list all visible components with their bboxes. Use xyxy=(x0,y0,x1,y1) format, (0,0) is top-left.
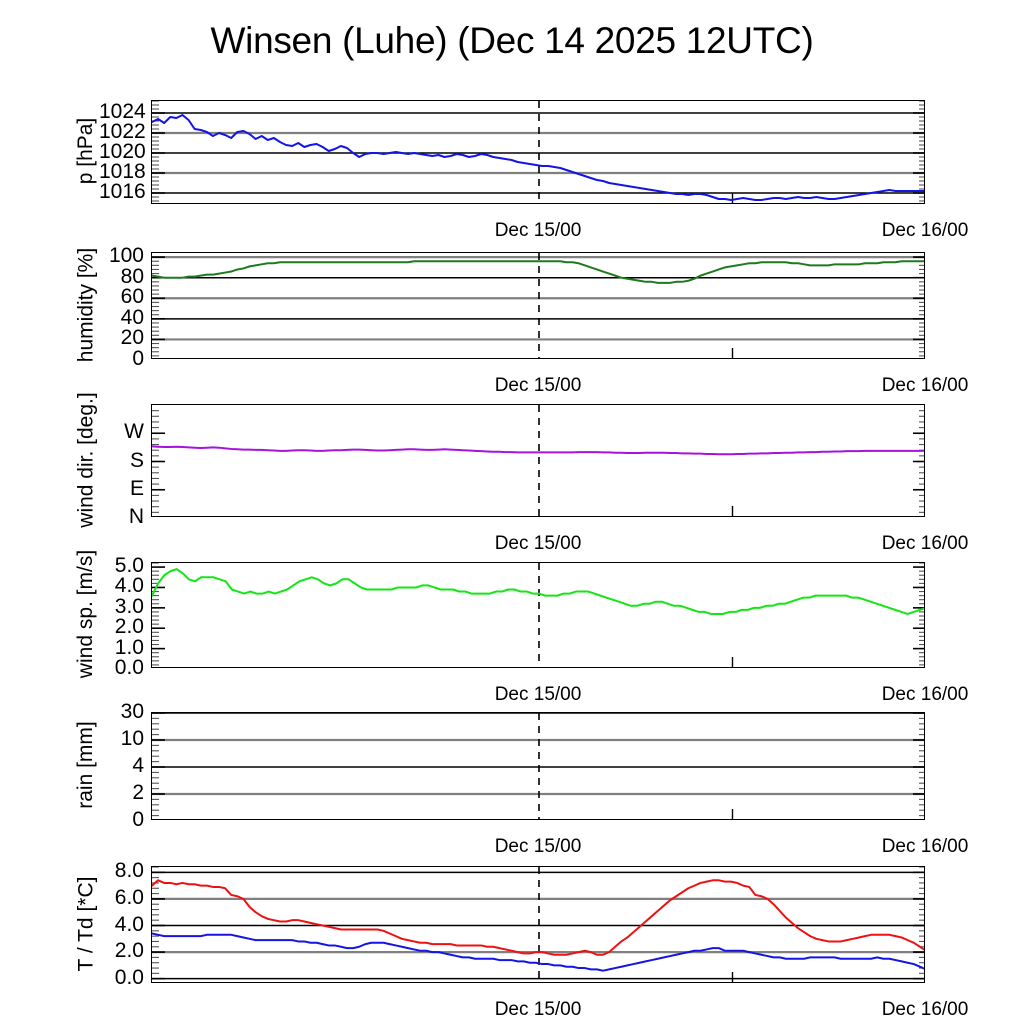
panel-rain: rain [mm] 0 2 4 10 30 Dec 15/00 Dec 16/00 xyxy=(0,0,1024,856)
y-tick-humidity-3: 60 xyxy=(120,285,144,309)
x-tick-humidity-1: Dec 16/00 xyxy=(881,375,969,396)
y-axis-label-rain: rain [mm] xyxy=(74,721,97,809)
y-tick-humidity-4: 80 xyxy=(120,264,144,288)
plot-area-rain xyxy=(151,712,925,820)
chart-svg-rain xyxy=(152,713,924,819)
plot-area-wind_speed xyxy=(151,562,925,668)
chart-svg-pressure xyxy=(152,101,924,203)
x-tick-humidity-0: Dec 15/00 xyxy=(494,375,582,396)
panel-pressure: p [hPa] 1016 1018 1020 1022 1024 Dec 15/00 Dec … xyxy=(0,0,1024,240)
x-tick-pressure-0: Dec 15/00 xyxy=(494,220,582,241)
chart-svg-wind_direction xyxy=(152,405,924,516)
plot-area-wind_direction xyxy=(151,404,925,517)
x-tick-pressure-1: Dec 16/00 xyxy=(881,220,969,241)
y-tick-rain-0: 0 xyxy=(132,808,144,831)
x-tick-rain-1: Dec 16/00 xyxy=(881,836,969,857)
x-tick-wind_direction-1: Dec 16/00 xyxy=(881,533,969,554)
series-pressure-p xyxy=(152,114,924,201)
y-tick-pressure-3: 1022 xyxy=(99,120,146,143)
y-tick-wind_speed-3: 3.0 xyxy=(114,594,144,618)
panel-wind_direction: wind dir. [deg.] N E S W Dec 15/00 Dec 16/00 xyxy=(0,0,1024,553)
y-tick-temperature_dewpoint-1: 2.0 xyxy=(114,939,144,963)
page-title: Winsen (Luhe) (Dec 14 2025 12UTC) xyxy=(210,20,814,61)
panel-wind_speed: wind sp. [m/s] 0.0 1.0 2.0 3.0 4.0 5.0 Dec 15/0… xyxy=(0,0,1024,704)
y-tick-wind_speed-4: 4.0 xyxy=(114,574,144,598)
series-temperature_dewpoint-Td xyxy=(152,932,924,972)
chart-svg-wind_speed xyxy=(152,563,924,667)
series-wind_speed-ff xyxy=(152,568,924,615)
y-axis-label-humidity: humidity [%] xyxy=(74,247,97,362)
y-tick-humidity-2: 40 xyxy=(120,305,144,329)
y-axis-label-pressure: p [hPa] xyxy=(74,117,97,185)
y-axis-label-wind_direction: wind dir. [deg.] xyxy=(74,391,97,528)
panel-humidity: humidity [%] 0 20 40 60 80 100 Dec 15/00 Dec 16/… xyxy=(0,0,1024,395)
x-tick-wind_speed-0: Dec 15/00 xyxy=(494,684,582,705)
y-tick-temperature_dewpoint-2: 4.0 xyxy=(114,912,144,936)
y-tick-wind_speed-1: 1.0 xyxy=(114,635,144,659)
y-tick-rain-1: 2 xyxy=(132,781,144,804)
y-tick-humidity-0: 0 xyxy=(132,347,144,370)
series-wind_direction-dd xyxy=(152,445,924,456)
y-tick-wind_direction-1: E xyxy=(129,476,144,500)
y-axis-label-temperature_dewpoint: T / Td [*C] xyxy=(74,876,97,971)
chart-svg-humidity xyxy=(152,253,924,358)
y-tick-pressure-4: 1024 xyxy=(99,100,146,123)
y-tick-temperature_dewpoint-0: 0.0 xyxy=(114,965,144,989)
y-tick-wind_speed-0: 0.0 xyxy=(114,656,144,679)
y-tick-wind_speed-2: 2.0 xyxy=(114,615,144,639)
y-tick-rain-2: 4 xyxy=(132,754,144,777)
x-tick-wind_speed-1: Dec 16/00 xyxy=(881,684,969,705)
x-tick-rain-0: Dec 15/00 xyxy=(494,836,582,857)
y-tick-rain-4: 30 xyxy=(120,700,144,723)
y-tick-temperature_dewpoint-4: 8.0 xyxy=(114,859,144,883)
y-tick-rain-3: 10 xyxy=(120,727,144,750)
y-tick-pressure-2: 1020 xyxy=(99,140,146,163)
plot-area-temperature_dewpoint xyxy=(151,866,925,983)
chart-svg-temperature_dewpoint xyxy=(152,867,924,982)
y-tick-wind_direction-3: W xyxy=(124,420,144,444)
y-tick-wind_speed-5: 5.0 xyxy=(114,554,144,578)
plot-area-pressure xyxy=(151,100,925,204)
y-tick-humidity-5: 100 xyxy=(108,244,144,268)
x-tick-temperature_dewpoint-0: Dec 15/00 xyxy=(494,999,582,1020)
y-tick-wind_direction-0: N xyxy=(128,505,144,528)
y-tick-humidity-1: 20 xyxy=(120,326,144,350)
plot-area-humidity xyxy=(151,252,925,359)
y-tick-pressure-0: 1016 xyxy=(99,180,146,203)
series-humidity-rh xyxy=(152,260,924,284)
series-temperature_dewpoint-T xyxy=(152,879,924,956)
y-tick-pressure-1: 1018 xyxy=(99,160,146,183)
x-tick-wind_direction-0: Dec 15/00 xyxy=(494,533,582,554)
x-tick-temperature_dewpoint-1: Dec 16/00 xyxy=(881,999,969,1020)
y-tick-wind_direction-2: S xyxy=(129,448,144,472)
y-tick-temperature_dewpoint-3: 6.0 xyxy=(114,885,144,909)
